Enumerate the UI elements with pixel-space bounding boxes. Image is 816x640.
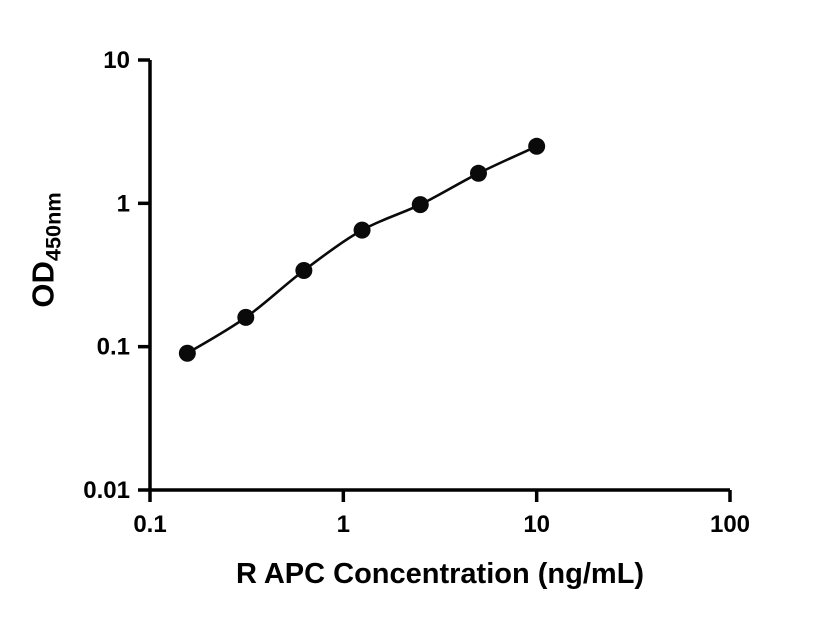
x-tick-label: 0.1 [133,511,166,538]
data-point [469,164,487,182]
y-axis-title-main: OD [25,261,61,308]
y-axis-title-subscript: 450nm [40,192,66,262]
data-point [528,137,546,155]
y-tick-label: 10 [103,47,130,74]
x-tick-label: 100 [710,511,750,538]
y-tick-label: 0.01 [83,477,130,504]
data-point [353,221,371,239]
data-point [411,196,429,214]
y-tick-label: 1 [117,190,130,217]
data-point [295,261,313,279]
x-tick-label: 1 [337,511,350,538]
x-tick-label: 10 [523,511,550,538]
x-axis-title: R APC Concentration (ng/mL) [235,558,645,590]
y-tick-label: 0.1 [97,334,130,361]
y-axis-title: OD450nm [25,192,66,307]
data-point [178,344,196,362]
data-point [237,308,255,326]
